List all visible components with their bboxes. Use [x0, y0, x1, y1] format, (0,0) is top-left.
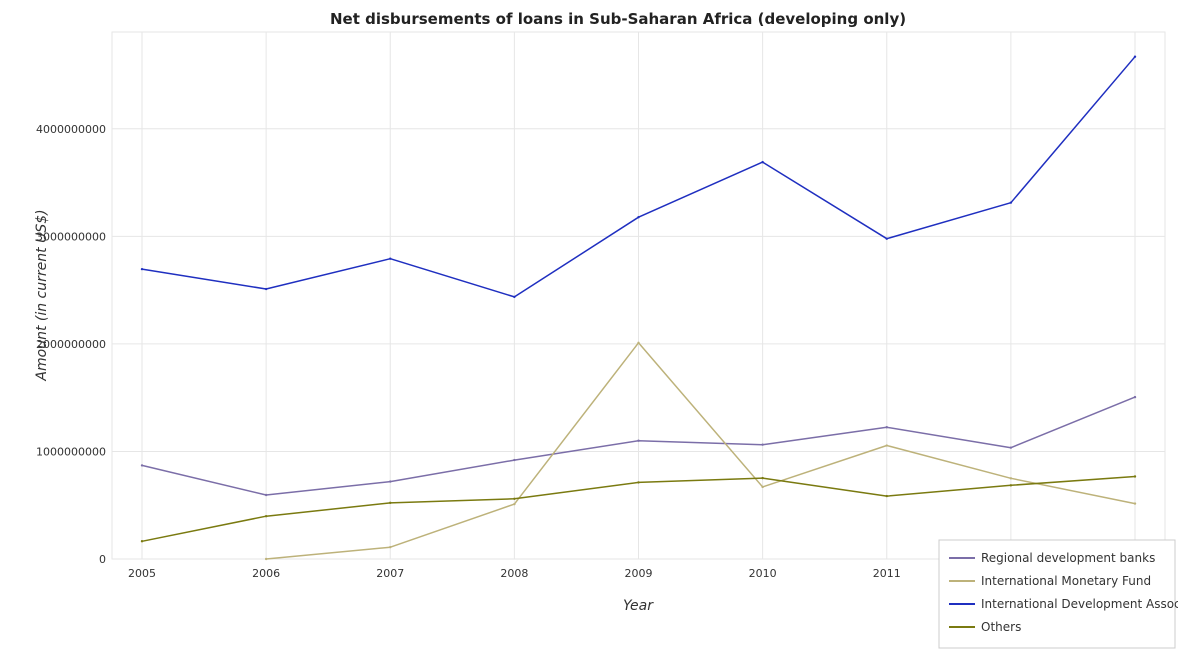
- y-tick-label: 2000000000: [36, 338, 106, 351]
- data-point: [513, 497, 516, 500]
- data-point: [1133, 502, 1137, 505]
- data-point: [1009, 446, 1013, 449]
- data-point: [637, 216, 640, 219]
- data-point: [1133, 475, 1137, 478]
- data-point: [1009, 484, 1013, 487]
- y-axis-title: Amount (in current US$): [34, 209, 50, 381]
- data-point: [761, 160, 764, 164]
- legend-label: Others: [981, 620, 1021, 634]
- data-point: [885, 237, 888, 240]
- legend-label: International Monetary Fund: [981, 574, 1151, 588]
- data-point: [513, 502, 516, 506]
- y-tick-label: 4000000000: [36, 123, 106, 136]
- data-point: [885, 494, 888, 498]
- legend: Regional development banks International …: [938, 539, 1178, 649]
- data-point: [140, 540, 144, 543]
- data-point: [761, 476, 764, 480]
- x-tick-label: 2011: [873, 567, 901, 580]
- data-point: [389, 480, 392, 483]
- y-tick-label: 3000000000: [36, 230, 106, 243]
- data-point: [140, 267, 144, 271]
- x-tick-label: 2005: [128, 567, 156, 580]
- data-point: [1133, 395, 1137, 399]
- data-point: [389, 545, 392, 549]
- legend-box: [938, 539, 1176, 649]
- data-point: [885, 426, 888, 429]
- series-line-2: [266, 342, 1136, 560]
- x-axis-title: Year: [623, 598, 654, 614]
- x-tick-label: 2006: [252, 567, 280, 580]
- data-point: [637, 439, 640, 442]
- data-point: [637, 481, 640, 484]
- data-point: [1009, 477, 1013, 480]
- y-tick-label: 1000000000: [36, 445, 106, 458]
- y-tick-label: 0: [99, 553, 106, 566]
- data-point: [264, 514, 268, 518]
- data-point: [513, 295, 516, 299]
- chart-title: Net disbursements of loans in Sub-Sahara…: [330, 10, 906, 28]
- data-point: [264, 557, 268, 561]
- x-tick-label: 2007: [376, 567, 404, 580]
- data-point: [1009, 201, 1013, 204]
- data-point: [1133, 55, 1137, 58]
- data-point: [264, 493, 268, 497]
- legend-label: International Development Association: [981, 597, 1178, 611]
- data-point: [885, 444, 888, 447]
- data-point: [389, 501, 392, 505]
- legend-label: Regional development banks: [981, 551, 1155, 565]
- data-point: [761, 485, 764, 489]
- data-point: [264, 287, 268, 291]
- data-point: [761, 443, 764, 446]
- x-tick-label: 2008: [500, 567, 528, 580]
- data-point: [513, 458, 516, 462]
- data-point: [140, 464, 144, 467]
- series-lines: [140, 55, 1137, 561]
- x-tick-label: 2010: [749, 567, 777, 580]
- data-point: [637, 341, 640, 345]
- data-point: [389, 257, 392, 260]
- x-tick-label: 2009: [625, 567, 653, 580]
